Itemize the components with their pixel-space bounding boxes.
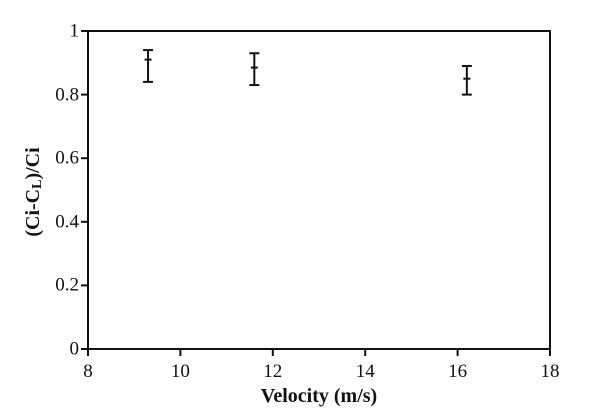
x-tick-label: 8: [83, 361, 93, 382]
y-tick-label: 1: [69, 20, 80, 42]
y-tick-label: 0.2: [55, 274, 79, 296]
plot-frame: [87, 30, 551, 350]
y-tick-label: 0.4: [55, 211, 79, 233]
x-tick-label: 12: [263, 361, 283, 382]
x-tick-label: 16: [448, 361, 468, 382]
y-axis-label-subscript: L: [30, 179, 45, 189]
x-tick-label: 18: [540, 361, 560, 382]
x-tick-label: 14: [355, 361, 375, 382]
y-tick-label: 0: [69, 338, 80, 360]
y-tick-label: 0.8: [55, 84, 79, 106]
x-axis-label: Velocity (m/s): [260, 385, 378, 407]
x-tick-label: 10: [170, 361, 190, 382]
y-tick-label: 0.6: [55, 147, 79, 169]
